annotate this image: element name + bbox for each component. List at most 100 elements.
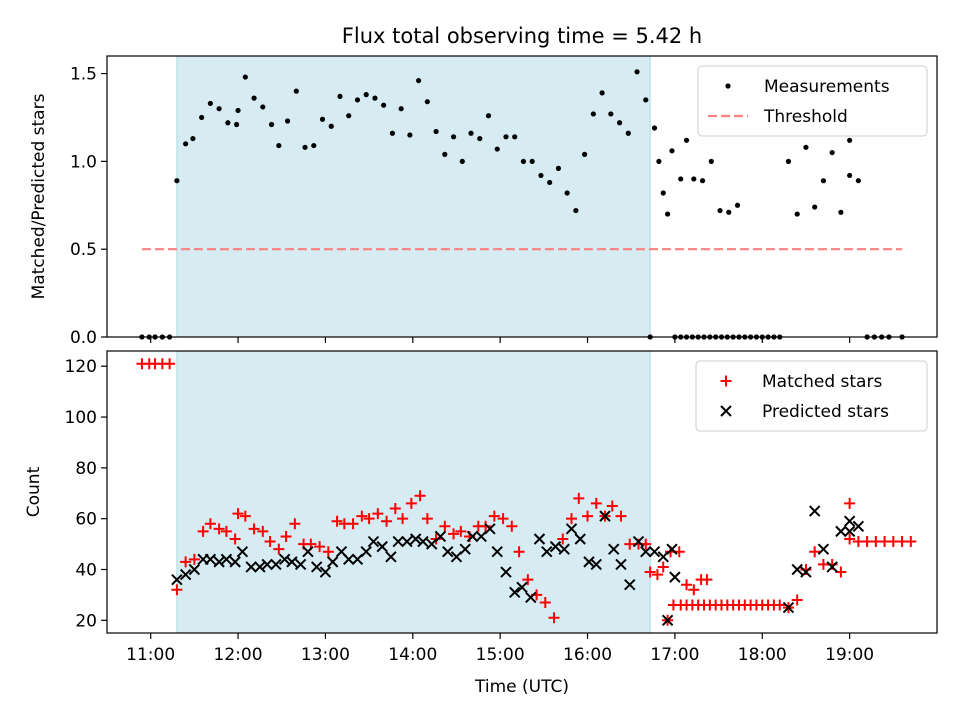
matched-point	[204, 518, 216, 530]
measurement-point	[564, 190, 570, 196]
predicted-point	[800, 566, 812, 578]
matched-point	[397, 513, 409, 525]
predicted-point	[220, 553, 233, 566]
legend-cross	[720, 405, 732, 417]
measurement-point	[599, 90, 605, 96]
predicted-point	[442, 545, 454, 558]
measurement-point	[847, 172, 853, 179]
series-predicted-stars	[171, 505, 865, 627]
predicted-point	[599, 510, 611, 522]
measurement-point	[242, 74, 248, 80]
matched-point	[188, 553, 200, 565]
matched-point	[314, 541, 326, 553]
matched-point	[171, 584, 183, 596]
measurement-point	[634, 69, 640, 75]
matched-point	[322, 546, 334, 558]
matched-point	[488, 510, 500, 522]
matched-point	[606, 500, 618, 512]
x-tick-label: 16:00	[563, 645, 612, 665]
predicted-point	[533, 533, 546, 545]
measurement-point	[407, 132, 413, 138]
matched-point	[180, 556, 192, 568]
measurement-point	[468, 130, 474, 136]
measurement-point	[660, 190, 666, 196]
predicted-point	[466, 530, 479, 543]
measurement-point	[235, 107, 241, 114]
measurement-point	[785, 158, 792, 164]
predicted-point	[367, 535, 380, 548]
predicted-point	[574, 533, 586, 545]
measurement-point	[573, 207, 579, 214]
measurement-point	[260, 104, 266, 110]
matched-point	[774, 599, 786, 611]
measurement-point	[708, 158, 714, 164]
matched-point	[239, 510, 251, 522]
y-axis-label: Matched/Predicted stars	[29, 93, 49, 299]
predicted-point	[808, 505, 821, 517]
matched-point	[657, 561, 669, 573]
matched-point	[347, 518, 359, 530]
predicted-point	[835, 525, 847, 538]
matched-point	[197, 525, 209, 537]
y-tick-label: 40	[75, 560, 97, 580]
x-tick-label: 15:00	[476, 645, 525, 665]
y-axis-label: Count	[24, 466, 44, 517]
measurement-point	[803, 144, 809, 150]
measurement-point	[302, 144, 308, 150]
predicted-point	[326, 556, 339, 568]
measurement-point	[183, 141, 189, 147]
predicted-point	[852, 520, 865, 533]
measurement-point	[651, 125, 658, 131]
matched-point	[573, 492, 585, 504]
predicted-point	[624, 579, 636, 591]
predicted-point	[843, 515, 856, 527]
predicted-point	[632, 535, 645, 548]
measurement-point	[372, 95, 378, 101]
matched-point	[356, 510, 368, 522]
measurement-point	[847, 137, 853, 143]
predicted-point	[583, 556, 595, 568]
predicted-point	[549, 540, 562, 553]
measurement-point	[812, 204, 818, 210]
x-tick-label: 17:00	[650, 645, 699, 665]
predicted-point	[278, 553, 291, 566]
measurement-point	[678, 176, 684, 182]
measurement-point	[820, 178, 827, 184]
matched-point	[389, 503, 401, 515]
matched-point	[280, 530, 292, 542]
measurement-point	[328, 123, 334, 129]
predicted-point	[385, 551, 397, 563]
measurement-point	[389, 130, 396, 136]
predicted-point	[817, 543, 830, 555]
predicted-point	[376, 540, 388, 553]
y-tick-label: 1.5	[70, 65, 97, 85]
predicted-point	[500, 566, 512, 578]
measurement-point	[354, 97, 361, 103]
measurement-point	[450, 134, 457, 140]
predicted-point	[791, 563, 803, 576]
bottom-panel: 20 40 60 80 100 120 11:00 12:00 13:00 14:00 15:00 1…	[24, 350, 938, 697]
matched-point	[248, 523, 260, 535]
predicted-point	[213, 556, 225, 568]
measurement-point	[555, 165, 562, 171]
measurement-point	[669, 148, 675, 154]
matched-point	[651, 569, 663, 581]
measurement-point	[190, 135, 196, 142]
predicted-point	[179, 568, 192, 581]
matched-point	[615, 510, 627, 522]
predicted-point	[434, 530, 447, 543]
measurement-point	[855, 178, 861, 184]
measurement-point	[699, 178, 706, 184]
matched-point	[421, 513, 433, 525]
measurement-point	[643, 97, 649, 103]
matched-point	[539, 597, 551, 609]
predicted-point	[782, 601, 795, 614]
predicted-point	[648, 545, 661, 558]
x-tick-label: 12:00	[214, 645, 263, 665]
y-tick-label: 120	[65, 357, 97, 377]
measurement-point	[590, 111, 596, 117]
measurement-point	[216, 106, 222, 112]
predicted-point	[417, 535, 429, 548]
matched-point	[644, 566, 656, 578]
measurement-point	[284, 118, 291, 124]
